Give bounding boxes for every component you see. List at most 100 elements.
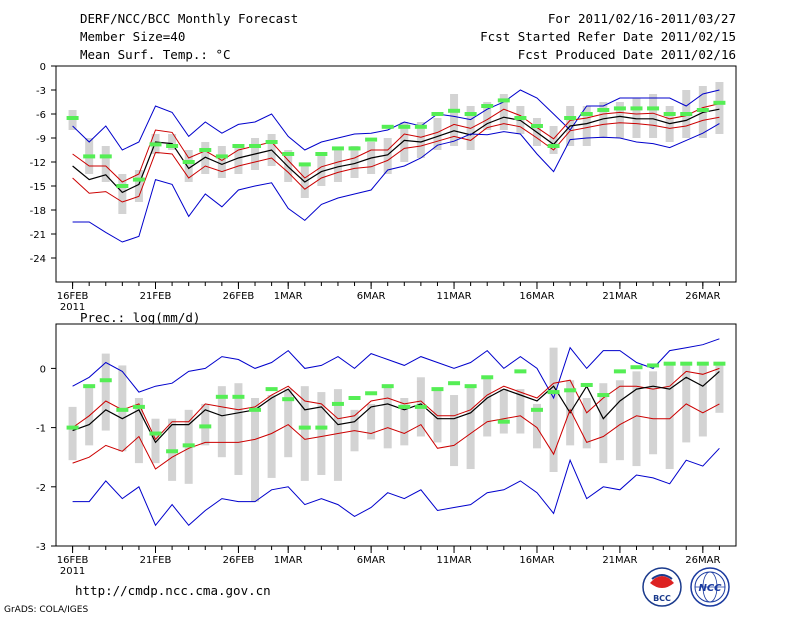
x-tick-label: 26FEB <box>223 291 255 302</box>
control-marker <box>182 160 195 164</box>
footer-url[interactable]: http://cmdp.ncc.cma.gov.cn <box>75 583 271 598</box>
control-marker <box>83 154 96 159</box>
range-bar <box>234 383 243 475</box>
refer-date-label: Fcst Started Refer Date 2011/02/15 <box>480 29 736 44</box>
control-marker <box>265 140 278 144</box>
range-bar <box>267 395 276 478</box>
x-tick-label: 6MAR <box>357 555 386 566</box>
range-bar <box>632 98 641 138</box>
x-tick-label: 26MAR <box>685 555 720 566</box>
series-line-min <box>72 447 720 527</box>
series-line-lower <box>72 403 720 470</box>
grads-credit: GrADS: COLA/IGES <box>4 605 89 615</box>
range-bar <box>350 146 359 178</box>
control-marker <box>680 112 693 116</box>
control-marker <box>547 144 560 148</box>
range-bar <box>615 380 624 461</box>
range-bar <box>516 389 525 434</box>
control-marker <box>630 106 643 111</box>
control-marker <box>663 361 676 366</box>
control-marker <box>597 108 610 112</box>
panel-temperature: 0 -3 -6 -9 -12 -15 -18 -21 -24 16FEB 21FEB 26FEB 1MA… <box>30 62 737 313</box>
range-bar <box>367 403 376 440</box>
x-tick-label: 16FEB <box>57 555 89 566</box>
x-tick-label: 16FEB <box>57 291 89 302</box>
range-bar <box>400 122 409 162</box>
range-bar <box>499 389 508 434</box>
range-bar <box>649 371 658 455</box>
range-bar <box>333 150 342 182</box>
x-tick-label: 16MAR <box>519 555 554 566</box>
chart-title: DERF/NCC/BCC Monthly Forecast <box>80 11 299 26</box>
y-tick-label: -6 <box>36 110 46 121</box>
range-bar <box>416 122 425 158</box>
range-bar <box>383 138 392 174</box>
plot-frame <box>55 323 737 547</box>
control-marker <box>414 404 427 409</box>
control-marker <box>66 425 79 430</box>
control-marker <box>315 152 328 156</box>
control-marker <box>530 124 543 128</box>
control-marker <box>365 391 378 396</box>
range-bar <box>532 403 541 449</box>
control-marker <box>232 144 245 148</box>
control-marker <box>431 387 444 392</box>
x-tick-label: 1MAR <box>274 291 303 302</box>
range-bar <box>632 371 641 467</box>
control-marker <box>149 431 162 436</box>
y-tick-label: 0 <box>40 364 46 375</box>
control-marker <box>613 106 626 111</box>
control-marker <box>464 112 477 116</box>
control-marker <box>464 384 477 389</box>
x-tick-label: 6MAR <box>357 291 386 302</box>
y-tick-label: -9 <box>36 134 46 145</box>
range-bar <box>483 377 492 437</box>
control-marker <box>315 425 328 430</box>
control-marker <box>630 365 643 370</box>
control-marker <box>580 112 593 116</box>
series-line-upper <box>72 103 720 183</box>
range-bar <box>615 102 624 138</box>
x-tick-label: 11MAR <box>436 555 471 566</box>
control-marker <box>497 419 510 424</box>
series-line-mean <box>72 370 720 444</box>
control-marker <box>66 116 79 120</box>
control-marker <box>215 394 228 399</box>
y-tick-label: -15 <box>30 182 46 193</box>
control-marker <box>663 112 676 116</box>
y-tick-label: -3 <box>36 542 46 553</box>
range-bar <box>168 134 177 150</box>
range-bar <box>134 170 143 202</box>
control-marker <box>298 162 311 167</box>
control-marker <box>647 363 660 368</box>
range-bar <box>499 94 508 130</box>
range-bar <box>698 365 707 437</box>
range-bar <box>599 383 608 464</box>
range-bar <box>649 94 658 138</box>
range-bar <box>234 146 243 174</box>
control-marker <box>514 369 527 374</box>
y-tick-label: -3 <box>36 86 46 97</box>
control-marker <box>530 407 543 412</box>
range-bar <box>665 365 674 470</box>
control-marker <box>448 381 461 386</box>
control-marker <box>547 390 560 395</box>
range-bar <box>383 386 392 449</box>
range-bar <box>201 142 210 174</box>
range-bar <box>251 398 260 502</box>
control-marker <box>182 443 195 448</box>
control-marker <box>265 387 278 392</box>
series-line-max <box>72 89 720 151</box>
control-marker <box>497 98 510 103</box>
y-tick-label: -18 <box>30 206 46 217</box>
y-tick-label: -12 <box>30 158 46 169</box>
control-marker <box>132 177 145 182</box>
control-marker <box>514 116 527 120</box>
control-marker <box>199 148 212 152</box>
year-label: 2011 <box>60 566 85 577</box>
control-marker <box>564 116 577 120</box>
control-marker <box>448 108 461 113</box>
forecast-period-label: For 2011/02/16-2011/03/27 <box>547 11 736 26</box>
range-bar <box>134 398 143 464</box>
control-marker <box>696 361 709 366</box>
